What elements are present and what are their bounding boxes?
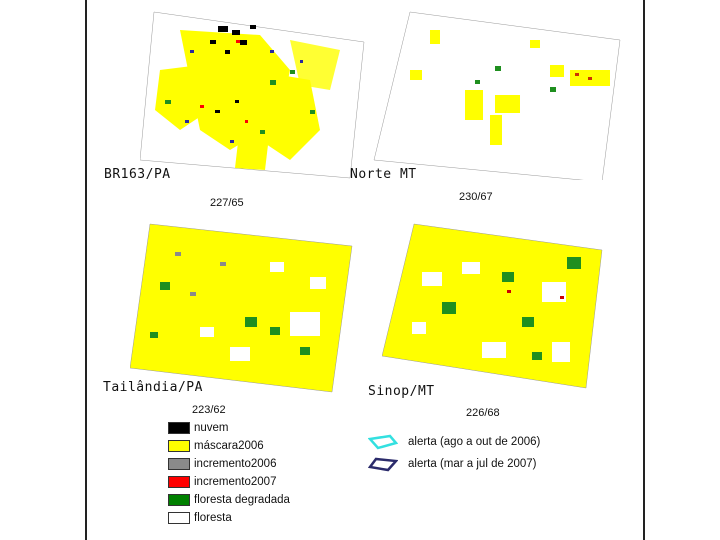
legend-swatch xyxy=(168,512,190,524)
legend-item-nuvem: nuvem xyxy=(168,421,229,435)
right-frame-line xyxy=(643,0,645,540)
map-br163 xyxy=(140,11,365,179)
legend-swatch xyxy=(168,476,190,488)
red-increment xyxy=(575,73,592,80)
alert-item-2007: alerta (mar a jul de 2007) xyxy=(368,455,536,473)
yellow-clearings xyxy=(155,30,340,170)
legend-label: floresta xyxy=(194,512,232,524)
scene-id-nortemt: 230/67 xyxy=(459,191,493,203)
map-panel-br163 xyxy=(140,10,370,180)
black-clouds xyxy=(210,25,256,113)
map-nortemt xyxy=(373,11,621,180)
map-sinop xyxy=(382,223,603,389)
map-panel-nortemt xyxy=(370,10,630,180)
left-frame-line xyxy=(85,0,87,540)
gray-increment xyxy=(175,252,226,296)
panel-label-nortemt: Norte MT xyxy=(350,167,417,182)
map-panel-sinop xyxy=(382,222,608,390)
legend-swatch xyxy=(168,422,190,434)
legend-label: nuvem xyxy=(194,422,229,434)
green-degraded xyxy=(150,282,310,355)
legend-label: máscara2006 xyxy=(194,440,264,452)
legend-swatch xyxy=(168,458,190,470)
green-degraded xyxy=(442,257,581,360)
scene-id-sinop: 226/68 xyxy=(466,407,500,419)
red-increment xyxy=(507,290,564,299)
green-degraded xyxy=(475,66,556,92)
legend-item-incremento2006: incremento2006 xyxy=(168,457,276,471)
legend-label: floresta degradada xyxy=(194,494,290,506)
panel-label-tailandia: Tailândia/PA xyxy=(103,380,203,395)
alert-polygon-icon xyxy=(368,434,398,450)
alert-label: alerta (ago a out de 2006) xyxy=(408,436,541,448)
scene-footprint xyxy=(382,223,603,389)
legend-swatch xyxy=(168,494,190,506)
legend-swatch xyxy=(168,440,190,452)
panel-label-sinop: Sinop/MT xyxy=(368,384,435,399)
legend-label: incremento2007 xyxy=(194,476,277,488)
legend-item-mascara2006: máscara2006 xyxy=(168,439,264,453)
scene-id-br163: 227/65 xyxy=(210,197,244,209)
legend-item-incremento2007: incremento2007 xyxy=(168,475,276,489)
blue-alerts xyxy=(185,50,303,143)
yellow-clearings xyxy=(410,30,610,145)
legend-item-floresta-degradada: floresta degradada xyxy=(168,493,290,507)
legend-item-floresta: floresta xyxy=(168,511,232,525)
legend-label: incremento2006 xyxy=(194,458,277,470)
alert-polygon-icon xyxy=(368,457,398,472)
panel-label-br163: BR163/PA xyxy=(104,167,171,182)
map-tailandia xyxy=(130,223,353,393)
red-increment xyxy=(200,40,248,123)
scene-id-tailandia: 223/62 xyxy=(192,404,226,416)
green-degraded xyxy=(165,70,315,134)
scene-footprint xyxy=(130,223,353,393)
white-forest xyxy=(200,262,326,361)
alert-label: alerta (mar a jul de 2007) xyxy=(408,458,537,470)
map-panel-tailandia xyxy=(130,222,360,394)
alert-item-2006: alerta (ago a out de 2006) xyxy=(368,433,540,451)
